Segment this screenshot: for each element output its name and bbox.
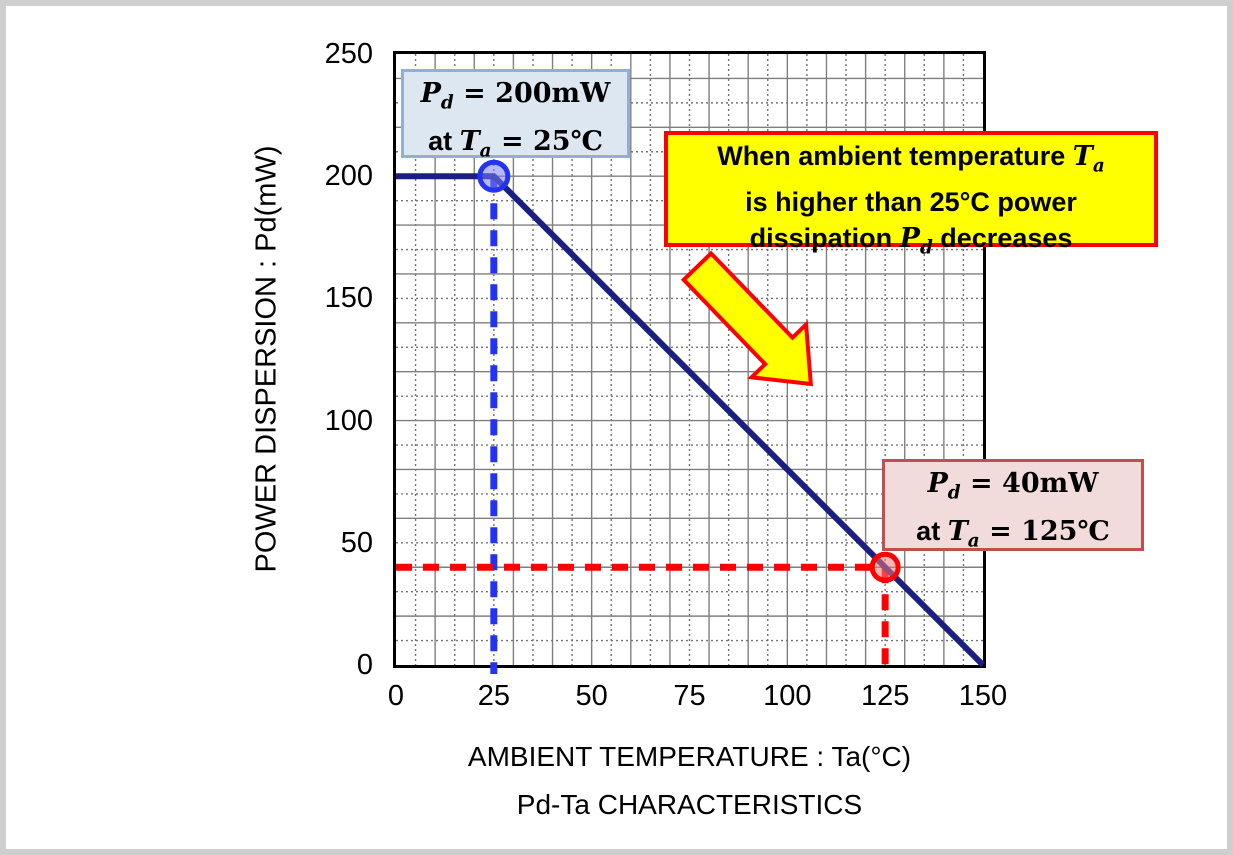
x-tick-label: 0 (387, 680, 405, 712)
callout-box: When ambient temperature Ta is higher th… (664, 131, 1158, 259)
x-axis-title: AMBIENT TEMPERATURE : Ta(°C) (467, 741, 912, 772)
y-tick-label: 100 (324, 404, 373, 437)
callout-line3: dissipation Pd decreases (749, 223, 1073, 259)
y-tick-label: 0 (356, 649, 373, 681)
marker-25c-200mw (477, 159, 511, 193)
x-tick-label: 25 (477, 680, 510, 712)
x-tick-label: 150 (958, 680, 1008, 712)
x-tick-label: 75 (673, 680, 706, 712)
point2-label-line1: Pd = 40mW (927, 468, 1099, 504)
reference-markers (477, 159, 901, 583)
y-tick-label: 250 (324, 38, 373, 70)
point1-label-line1: Pd = 200mW (420, 78, 611, 114)
y-tick-label: 50 (340, 526, 373, 559)
guide-lines (396, 176, 889, 674)
callout-line2: is higher than 25°C power (745, 187, 1077, 218)
point-label-box-200mw: Pd = 200mW at Ta = 25℃ (401, 69, 630, 162)
x-tick-label: 125 (860, 680, 910, 712)
decrease-arrow (680, 250, 813, 387)
marker-125c-40mw (869, 551, 901, 583)
y-tick-label: 200 (324, 160, 373, 193)
x-tick-label: 50 (575, 680, 608, 712)
point-label-box-40mw: Pd = 40mW at Ta = 125℃ (882, 459, 1144, 552)
point1-label-line2: at Ta = 25℃ (428, 126, 603, 162)
callout-line1: When ambient temperature Ta (717, 141, 1105, 177)
y-tick-label: 150 (324, 282, 373, 315)
x-tick-label: 100 (763, 680, 812, 712)
chart-subtitle: Pd-Ta CHARACTERISTICS (516, 789, 863, 820)
y-axis-title: POWER DISPERSION : Pd(mW) (250, 145, 283, 573)
point2-label-line2: at Ta = 125℃ (916, 516, 1110, 552)
